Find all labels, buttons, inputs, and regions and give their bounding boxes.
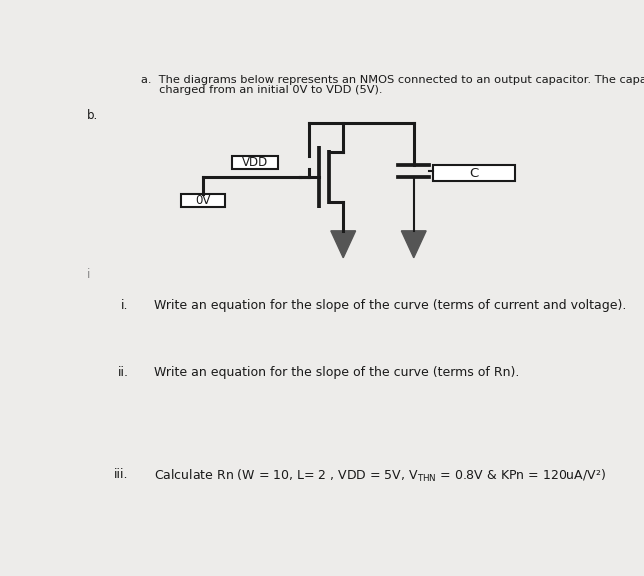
Polygon shape bbox=[401, 231, 426, 258]
Text: i.: i. bbox=[121, 298, 128, 312]
Bar bbox=[232, 156, 278, 169]
Text: Write an equation for the slope of the curve (terms of current and voltage).: Write an equation for the slope of the c… bbox=[154, 298, 627, 312]
Text: a.  The diagrams below represents an NMOS connected to an output capacitor. The : a. The diagrams below represents an NMOS… bbox=[141, 75, 644, 85]
Bar bbox=[181, 194, 225, 207]
Text: Write an equation for the slope of the curve (terms of Rn).: Write an equation for the slope of the c… bbox=[154, 366, 520, 378]
Bar bbox=[433, 165, 515, 181]
Text: i: i bbox=[87, 268, 90, 281]
Polygon shape bbox=[331, 231, 355, 258]
Text: charged from an initial 0V to VDD (5V).: charged from an initial 0V to VDD (5V). bbox=[141, 85, 383, 95]
Text: 0V: 0V bbox=[195, 194, 211, 207]
Text: Calculate Rn (W = 10, L= 2 , VDD = 5V, V$_{\mathsf{THN}}$ = 0.8V & KPn = 120uA/V: Calculate Rn (W = 10, L= 2 , VDD = 5V, V… bbox=[154, 468, 606, 484]
Text: VDD: VDD bbox=[242, 156, 268, 169]
Text: iii.: iii. bbox=[114, 468, 128, 481]
Text: ii.: ii. bbox=[118, 366, 129, 378]
Text: C: C bbox=[469, 166, 478, 180]
Text: b.: b. bbox=[87, 109, 98, 122]
